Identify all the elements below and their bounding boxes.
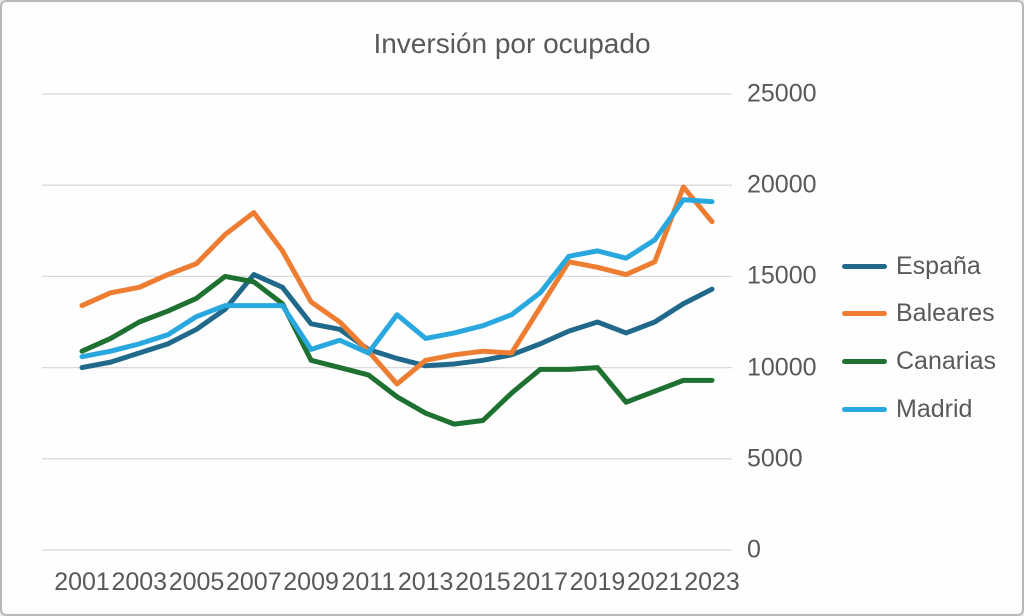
- legend-label: España: [896, 251, 981, 280]
- y-tick-label: 0: [747, 535, 761, 564]
- x-tick-label: 2005: [168, 568, 225, 596]
- x-tick-label: 2009: [283, 568, 339, 596]
- y-tick-label: 10000: [747, 353, 817, 382]
- x-tick-label: 2023: [684, 568, 740, 596]
- x-tick-label: 2011: [341, 568, 396, 596]
- legend-item-madrid: Madrid: [842, 395, 972, 423]
- legend-line-swatch-espana: [842, 263, 887, 269]
- legend-line-swatch-madrid: [842, 406, 887, 412]
- x-tick-label: 2007: [226, 568, 282, 596]
- y-tick-label: 25000: [747, 79, 817, 108]
- legend-item-baleares: Baleares: [842, 299, 995, 328]
- x-tick-label: 2017: [512, 568, 568, 596]
- x-tick-label: 2021: [626, 568, 683, 596]
- x-tick-label: 2003: [111, 568, 168, 596]
- x-tick-label: 2013: [397, 568, 454, 596]
- legend-item-espana: España: [842, 252, 981, 280]
- legend-label: Canarias: [896, 346, 997, 375]
- series-line-espana: [79, 272, 715, 371]
- x-tick-label: 2015: [455, 568, 511, 596]
- x-tick-label: 2001: [54, 568, 110, 596]
- legend-label: Madrid: [896, 394, 973, 423]
- y-tick-label: 15000: [747, 261, 817, 290]
- series-line-baleares: [79, 184, 715, 387]
- chart-title: Inversión por ocupado: [373, 28, 651, 59]
- legend-item-canarias: Canarias: [842, 347, 996, 375]
- series-line-canarias: [79, 273, 715, 427]
- y-tick-label: 5000: [747, 444, 803, 473]
- x-tick-label: 2019: [569, 568, 626, 596]
- legend-line-swatch-baleares: [842, 311, 887, 317]
- y-tick-label: 20000: [747, 170, 817, 199]
- series-line-madrid: [79, 197, 715, 360]
- legend-line-swatch-canarias: [842, 358, 887, 364]
- legend-label: Baleares: [896, 299, 995, 328]
